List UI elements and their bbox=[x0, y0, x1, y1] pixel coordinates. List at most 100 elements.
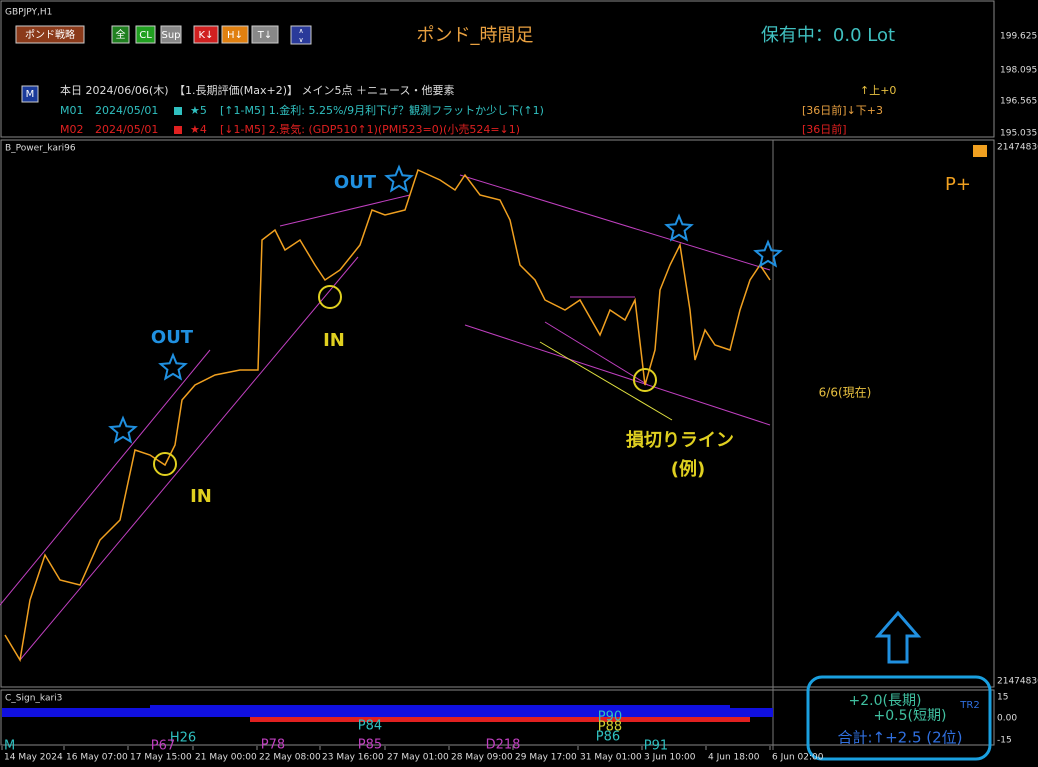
sub-axis-label: 15 bbox=[997, 693, 1008, 703]
today-right: ↑上+0 bbox=[860, 84, 896, 97]
stop-example: (例) bbox=[671, 458, 705, 480]
strategy-button[interactable] bbox=[15, 25, 85, 44]
summary-long: +2.0(長期) bbox=[849, 693, 922, 709]
price-axis-label: 198.095 bbox=[1000, 66, 1037, 76]
m-icon-label[interactable]: M bbox=[26, 89, 35, 100]
x-axis-label: 16 May 07:00 bbox=[66, 753, 128, 763]
x-axis-label: 21 May 00:00 bbox=[195, 753, 257, 763]
now-label: 6/6(現在) bbox=[819, 386, 872, 400]
signal-marker: D218 bbox=[486, 738, 521, 753]
toolbar-button[interactable] bbox=[111, 25, 130, 44]
signal-marker: P78 bbox=[261, 738, 285, 753]
blue-histogram bbox=[2, 708, 773, 717]
x-axis-label: 31 May 01:00 bbox=[580, 753, 642, 763]
star bbox=[108, 415, 138, 444]
row-text: [↑1-M5] 1.金利: 5.25%/9月利下げ？観測フラットか少し下(↑1) bbox=[220, 103, 544, 117]
signal-marker: P91 bbox=[644, 739, 668, 754]
signal-marker: H26 bbox=[170, 731, 196, 746]
sub-panel-name: C_Sign_kari3 bbox=[5, 694, 62, 704]
out-label: OUT bbox=[334, 172, 377, 193]
signal-marker: M bbox=[4, 739, 15, 754]
scroll-up[interactable]: ∧ bbox=[298, 27, 303, 35]
toolbar-button-label[interactable]: T↓ bbox=[257, 30, 273, 41]
star bbox=[384, 164, 414, 193]
today-text: 本日 2024/06/06(木) 【1.長期評価(Max+2)】 メイン5点 ＋… bbox=[60, 83, 454, 97]
star bbox=[158, 352, 188, 381]
row-right: [36日前]↓下+3 bbox=[802, 103, 883, 117]
row-date: 2024/05/01 bbox=[95, 123, 158, 136]
sub-axis-label: -15 bbox=[997, 736, 1012, 746]
toolbar-button-label[interactable]: H↓ bbox=[227, 30, 243, 41]
row-text: [↓1-M5] 2.景気: (GDP510↑1)(PMI523=0)(小売524… bbox=[220, 122, 520, 136]
signal-marker: P85 bbox=[358, 738, 382, 753]
x-axis-label: 28 May 09:00 bbox=[451, 753, 513, 763]
x-axis-label: 17 May 15:00 bbox=[130, 753, 192, 763]
entry-circles bbox=[153, 285, 657, 476]
main-axis-label: 21474836 bbox=[997, 677, 1038, 687]
price-axis-label: 195.035 bbox=[1000, 129, 1037, 139]
in-label: IN bbox=[323, 330, 345, 351]
signal-marker: P90 bbox=[598, 710, 622, 725]
row-score: ★5 bbox=[190, 104, 207, 117]
toolbar-button-label[interactable]: CL bbox=[139, 30, 152, 41]
x-axis-label: 27 May 01:00 bbox=[387, 753, 449, 763]
toolbar-button[interactable] bbox=[251, 25, 279, 44]
main-axis-label: 21474836 bbox=[997, 143, 1038, 153]
minimize-button[interactable] bbox=[973, 145, 987, 157]
main-panel-name: B_Power_kari96 bbox=[5, 144, 76, 154]
signal-marker: P88 bbox=[598, 720, 622, 735]
toolbar-button-label[interactable]: 全 bbox=[116, 28, 126, 41]
summary-tr: TR2 bbox=[959, 700, 979, 711]
toolbar-button[interactable] bbox=[221, 25, 249, 44]
row-score: ★4 bbox=[190, 123, 207, 136]
m-icon[interactable] bbox=[21, 85, 39, 103]
row-marker bbox=[174, 107, 182, 115]
x-axis-label: 4 Jun 18:00 bbox=[708, 753, 760, 763]
row-id: M02 bbox=[60, 123, 84, 136]
sub-panel bbox=[0, 689, 995, 746]
star bbox=[753, 239, 783, 268]
star bbox=[664, 213, 694, 242]
up-arrow bbox=[874, 610, 922, 664]
x-axis-label: 22 May 08:00 bbox=[259, 753, 321, 763]
price-axis-label: 196.565 bbox=[1000, 97, 1037, 107]
symbol: GBPJPY,H1 bbox=[5, 8, 52, 18]
x-axis-label: 3 Jun 10:00 bbox=[644, 753, 696, 763]
signal-marker: P84 bbox=[358, 719, 382, 734]
summary-short: +0.5(短期) bbox=[874, 708, 947, 724]
price-axis-label: 199.625 bbox=[1000, 32, 1037, 42]
exit-stars bbox=[108, 164, 783, 444]
main-panel bbox=[0, 139, 995, 688]
x-axis-label: 14 May 2024 bbox=[4, 753, 63, 763]
blue-histogram bbox=[150, 705, 730, 708]
toolbar-button[interactable] bbox=[193, 25, 219, 44]
strategy-button-label[interactable]: ポンド戦略 bbox=[25, 28, 75, 41]
scroll-button[interactable] bbox=[290, 25, 312, 45]
row-date: 2024/05/01 bbox=[95, 104, 158, 117]
stop-label: 損切りライン bbox=[626, 429, 734, 451]
summary-total: 合計:↑+2.5 (2位) bbox=[837, 729, 962, 747]
row-marker bbox=[174, 126, 182, 134]
toolbar-button[interactable] bbox=[135, 25, 156, 44]
price-line bbox=[4, 168, 771, 663]
sub-axis-label: 0.00 bbox=[997, 714, 1017, 724]
toolbar-button[interactable] bbox=[160, 25, 182, 44]
scroll-down[interactable]: ∨ bbox=[298, 36, 303, 44]
title: ポンド_時間足 bbox=[417, 25, 534, 46]
in-label: IN bbox=[190, 486, 212, 507]
summary-box bbox=[806, 675, 992, 761]
signal-marker: P67 bbox=[151, 739, 175, 754]
row-right: [36日前] bbox=[802, 122, 847, 136]
position: 保有中：0.0 Lot bbox=[761, 25, 895, 46]
signal-label: P+ bbox=[945, 174, 971, 195]
toolbar-button-label[interactable]: Sup bbox=[161, 30, 180, 41]
toolbar-button-label[interactable]: K↓ bbox=[199, 30, 214, 41]
signal-marker: P86 bbox=[596, 730, 620, 745]
x-axis-label: 29 May 17:00 bbox=[515, 753, 577, 763]
trend-lines bbox=[0, 174, 771, 661]
x-axis-label: 6 Jun 02:00 bbox=[772, 753, 824, 763]
row-id: M01 bbox=[60, 104, 84, 117]
x-axis-label: 23 May 16:00 bbox=[322, 753, 384, 763]
